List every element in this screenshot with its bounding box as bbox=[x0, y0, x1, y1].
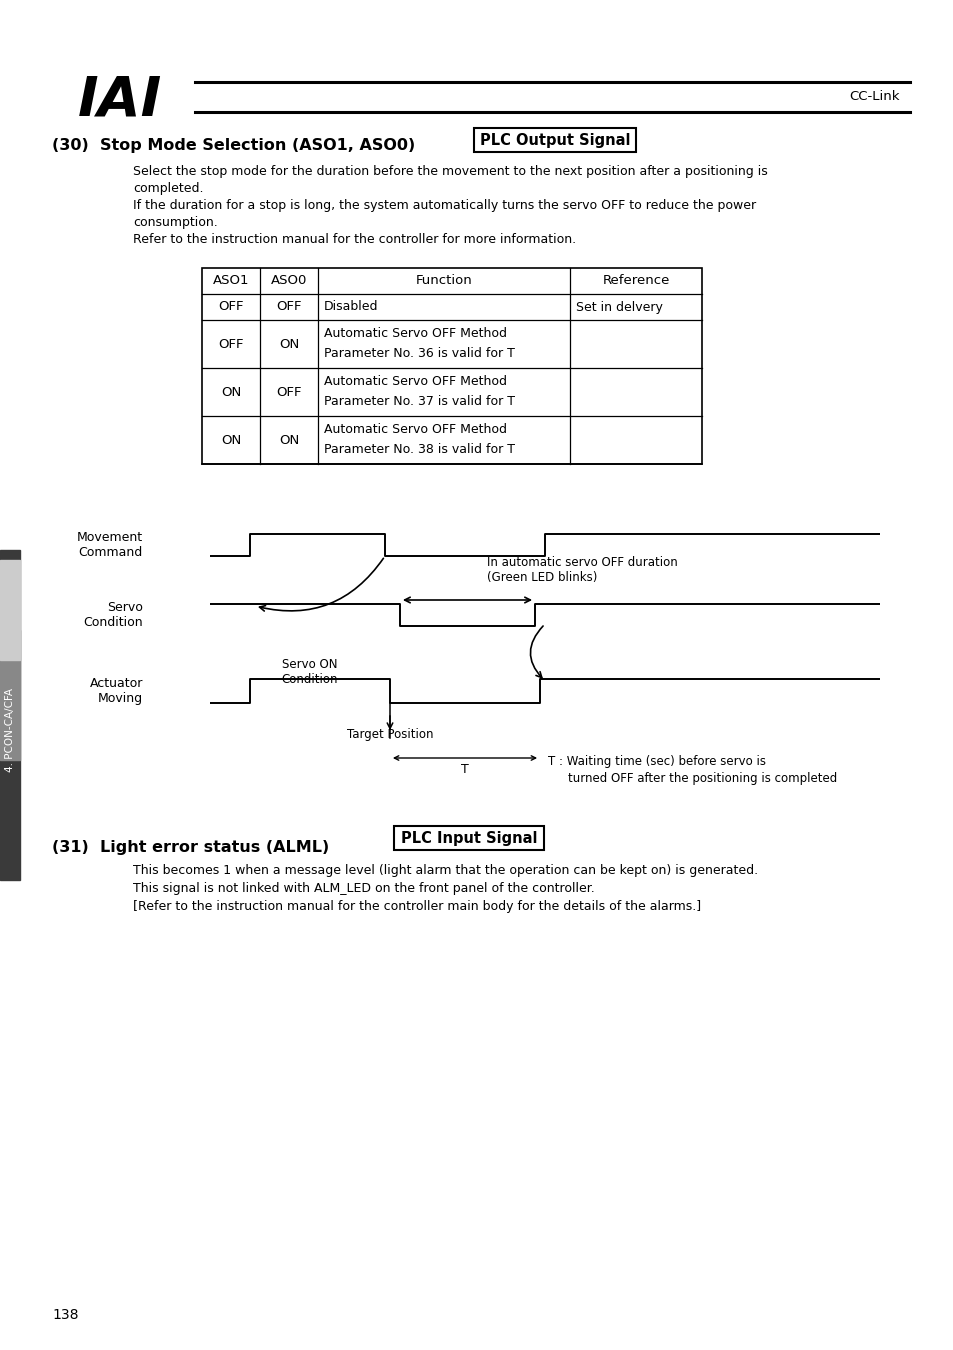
Text: Set in delvery: Set in delvery bbox=[576, 301, 662, 313]
Text: Parameter No. 38 is valid for T: Parameter No. 38 is valid for T bbox=[324, 443, 515, 456]
Text: Function: Function bbox=[416, 274, 472, 288]
Text: OFF: OFF bbox=[276, 301, 301, 313]
Text: Target Position: Target Position bbox=[346, 728, 433, 741]
Text: [Refer to the instruction manual for the controller main body for the details of: [Refer to the instruction manual for the… bbox=[132, 900, 700, 913]
Bar bbox=[202, 269, 701, 464]
Text: completed.: completed. bbox=[132, 182, 203, 194]
Text: (31)  Light error status (ALML): (31) Light error status (ALML) bbox=[52, 840, 329, 855]
Text: T : Waiting time (sec) before servo is: T : Waiting time (sec) before servo is bbox=[547, 755, 765, 768]
Text: This becomes 1 when a message level (light alarm that the operation can be kept : This becomes 1 when a message level (lig… bbox=[132, 864, 758, 878]
Text: CC-Link: CC-Link bbox=[848, 90, 899, 104]
Text: Select the stop mode for the duration before the movement to the next position a: Select the stop mode for the duration be… bbox=[132, 165, 767, 178]
Text: OFF: OFF bbox=[218, 301, 244, 313]
Text: 4. PCON-CA/CFA: 4. PCON-CA/CFA bbox=[5, 688, 15, 772]
Text: Disabled: Disabled bbox=[324, 301, 378, 313]
Bar bbox=[0, 630, 20, 760]
Text: This signal is not linked with ALM_LED on the front panel of the controller.: This signal is not linked with ALM_LED o… bbox=[132, 882, 594, 895]
Text: Automatic Servo OFF Method: Automatic Servo OFF Method bbox=[324, 375, 506, 387]
Bar bbox=[0, 549, 20, 880]
Text: ON: ON bbox=[221, 386, 241, 398]
Text: OFF: OFF bbox=[276, 386, 301, 398]
Text: T: T bbox=[460, 763, 468, 776]
Bar bbox=[0, 560, 20, 660]
Text: Servo ON
Condition: Servo ON Condition bbox=[281, 657, 338, 686]
Text: Automatic Servo OFF Method: Automatic Servo OFF Method bbox=[324, 327, 506, 340]
Text: Movement
Command: Movement Command bbox=[77, 531, 143, 559]
Text: If the duration for a stop is long, the system automatically turns the servo OFF: If the duration for a stop is long, the … bbox=[132, 198, 756, 212]
Text: Parameter No. 36 is valid for T: Parameter No. 36 is valid for T bbox=[324, 347, 515, 360]
Text: Servo
Condition: Servo Condition bbox=[83, 601, 143, 629]
Text: In automatic servo OFF duration
(Green LED blinks): In automatic servo OFF duration (Green L… bbox=[487, 556, 678, 585]
Text: consumption.: consumption. bbox=[132, 216, 217, 230]
Text: Automatic Servo OFF Method: Automatic Servo OFF Method bbox=[324, 423, 506, 436]
Bar bbox=[202, 269, 701, 464]
Text: IAI: IAI bbox=[78, 73, 162, 127]
Text: PLC Output Signal: PLC Output Signal bbox=[479, 132, 630, 147]
Text: ASO1: ASO1 bbox=[213, 274, 249, 288]
Text: turned OFF after the positioning is completed: turned OFF after the positioning is comp… bbox=[567, 772, 837, 784]
Text: 138: 138 bbox=[52, 1308, 78, 1322]
Text: ON: ON bbox=[221, 433, 241, 447]
Text: ASO0: ASO0 bbox=[271, 274, 307, 288]
Text: Actuator
Moving: Actuator Moving bbox=[90, 676, 143, 705]
Text: Parameter No. 37 is valid for T: Parameter No. 37 is valid for T bbox=[324, 396, 515, 408]
Bar bbox=[474, 128, 636, 153]
Text: Refer to the instruction manual for the controller for more information.: Refer to the instruction manual for the … bbox=[132, 234, 576, 246]
FancyArrowPatch shape bbox=[530, 626, 542, 678]
Text: PLC Input Signal: PLC Input Signal bbox=[400, 830, 537, 845]
FancyArrowPatch shape bbox=[404, 597, 530, 603]
Bar bbox=[394, 826, 543, 850]
Text: Reference: Reference bbox=[601, 274, 669, 288]
Text: ON: ON bbox=[278, 338, 299, 351]
Text: OFF: OFF bbox=[218, 338, 244, 351]
Text: ON: ON bbox=[278, 433, 299, 447]
FancyArrowPatch shape bbox=[259, 559, 383, 612]
Text: (30)  Stop Mode Selection (ASO1, ASO0): (30) Stop Mode Selection (ASO1, ASO0) bbox=[52, 138, 415, 153]
